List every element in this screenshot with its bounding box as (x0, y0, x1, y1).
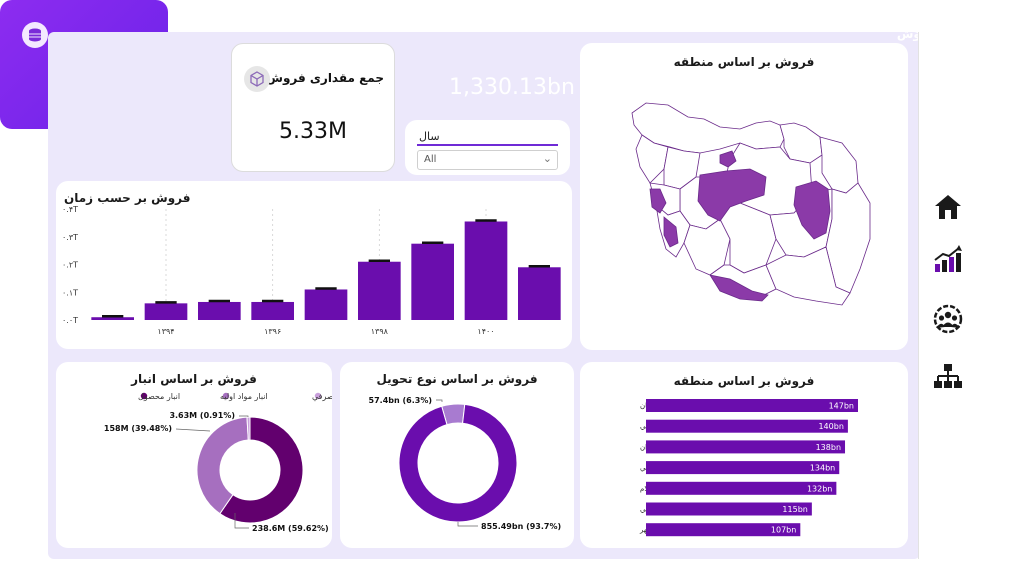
chart-title: فروش بر اساس منطقه (673, 55, 815, 69)
x-tick-label: ۱۳۹۴ (157, 327, 174, 336)
y-tick-label: ۰.۰T (62, 316, 78, 325)
data-label: 57.4bn (6.3%) (369, 396, 432, 405)
x-tick-label: ۱۳۹۸ (371, 327, 389, 336)
warehouse-donut-chart: انبار قطعات يدكي و مصرفي انبار مواد اوليه… (104, 392, 332, 533)
y-tick-label: ۰.۲T (62, 261, 78, 270)
bar (646, 419, 848, 433)
y-tick-label: ۰.۱T (62, 288, 78, 297)
chart-title: فروش بر اساس انبار (131, 372, 257, 386)
right-nav (918, 32, 974, 559)
map-region[interactable] (635, 134, 669, 184)
warehouse-sales-card: فروش بر اساس انبار انبار قطعات يدكي و مص… (56, 362, 332, 548)
map-region[interactable] (765, 246, 851, 306)
bar (646, 502, 812, 516)
map-region-highlight[interactable] (649, 188, 667, 214)
cube-icon (244, 66, 270, 92)
year-filter: سال All ⌄ (405, 120, 570, 175)
legend-label: انبار محصول (138, 392, 180, 401)
chart-title: فروش بر حسب زمان (64, 191, 191, 205)
bar (91, 317, 134, 320)
data-label: 3.63M (0.91%) (169, 411, 235, 420)
bar (646, 523, 801, 537)
bar (646, 399, 858, 412)
bar (464, 221, 508, 320)
delivery-donut-chart: 57.4bn (6.3%) 855.49bn (93.7%) (369, 396, 562, 531)
data-label: 140bn (818, 422, 843, 431)
kpi-value: 5.33M (279, 119, 347, 144)
region-sales-bar-card: فروش بر اساس منطقه اصفهان147bnخراسان جنو… (580, 362, 908, 548)
data-label: 147bn (829, 402, 854, 411)
legend-swatch (314, 392, 322, 400)
leader-line (436, 399, 443, 402)
donut-slice (196, 416, 249, 515)
data-label: 115bn (782, 505, 807, 514)
year-filter-label: سال (419, 130, 440, 143)
sales-over-time-chart: ۰.۰T ۰.۱T ۰.۲T ۰.۳T ۰.۴T ۱۳۹۴ ۱۳۹۶ ۱۳۹۸ ۱۴۰۰ (62, 205, 561, 336)
donut-slice (398, 403, 518, 523)
year-dropdown-value: All (424, 154, 437, 165)
data-label: 107bn (771, 526, 796, 535)
growth-chart-icon[interactable] (931, 242, 965, 276)
bar (358, 261, 401, 320)
region-bar-chart: اصفهان147bnخراسان جنوبي140bnتهران138bnآذ… (639, 399, 858, 537)
kpi-card-quantity-sales: جمع مقداری فروش 5.33M (231, 43, 395, 172)
data-label: 132bn (807, 484, 832, 493)
leader-line (175, 428, 211, 432)
data-label: 158M (39.48%) (104, 424, 172, 433)
bar (198, 301, 241, 320)
chevron-down-icon: ⌄ (542, 152, 552, 165)
chart-title: فروش بر اساس نوع تحويل (376, 372, 538, 386)
map-region[interactable] (825, 182, 871, 294)
chart-title: فروش بر اساس منطقه (673, 374, 815, 388)
org-chart-icon[interactable] (931, 360, 965, 394)
filter-underline (417, 144, 558, 146)
delivery-type-sales-card: فروش بر اساس نوع تحويل 57.4bn (6.3%) 855.… (340, 362, 574, 548)
bar (518, 267, 561, 320)
leader-line (457, 522, 478, 527)
leader-line (239, 415, 249, 417)
map-region-highlight[interactable] (697, 168, 767, 222)
y-tick-label: ۰.۴T (62, 205, 78, 214)
bar (304, 289, 348, 320)
x-tick-label: ۱۳۹۶ (264, 327, 281, 336)
data-label: 134bn (810, 464, 835, 473)
bar (646, 440, 846, 454)
legend-label: انبار قطعات يدكي و مصرفي (312, 392, 332, 401)
iran-map (631, 102, 871, 306)
data-label: 855.49bn (93.7%) (481, 522, 561, 531)
team-icon[interactable] (931, 302, 965, 336)
map-region-highlight[interactable] (663, 216, 679, 248)
bar (144, 303, 188, 320)
map-region[interactable] (779, 122, 823, 164)
leader-line (234, 513, 249, 529)
donut-slice (219, 416, 304, 524)
bar (646, 461, 840, 475)
y-tick-label: ۰.۳T (62, 233, 78, 242)
kpi-label: جمع مقداری فروش (266, 71, 384, 85)
data-label: 238.6M (59.62%) (252, 524, 329, 533)
home-icon[interactable] (931, 190, 965, 224)
bar (251, 301, 294, 320)
sales-over-time-card: فروش بر حسب زمان ۰.۰T ۰.۱T ۰.۲T ۰.۳T ۰.۴T ۱۳۹… (56, 181, 572, 349)
legend-swatch (140, 392, 148, 400)
year-dropdown[interactable]: All ⌄ (417, 150, 558, 170)
map-region-highlight[interactable] (709, 274, 769, 302)
map-region[interactable] (819, 136, 859, 194)
legend-label: انبار مواد اوليه (220, 392, 268, 401)
region-map-card: فروش بر اساس منطقه (580, 43, 908, 350)
legend-swatch (222, 392, 230, 400)
map-region-highlight[interactable] (793, 180, 831, 240)
data-label: 138bn (816, 443, 841, 452)
coins-icon (22, 22, 48, 48)
bar (411, 243, 454, 320)
donut-slice (246, 416, 251, 441)
map-region-highlight[interactable] (719, 150, 737, 168)
kpi-value: 1,330.13bn (449, 75, 575, 100)
x-tick-label: ۱۴۰۰ (477, 327, 494, 336)
bar (646, 481, 837, 495)
